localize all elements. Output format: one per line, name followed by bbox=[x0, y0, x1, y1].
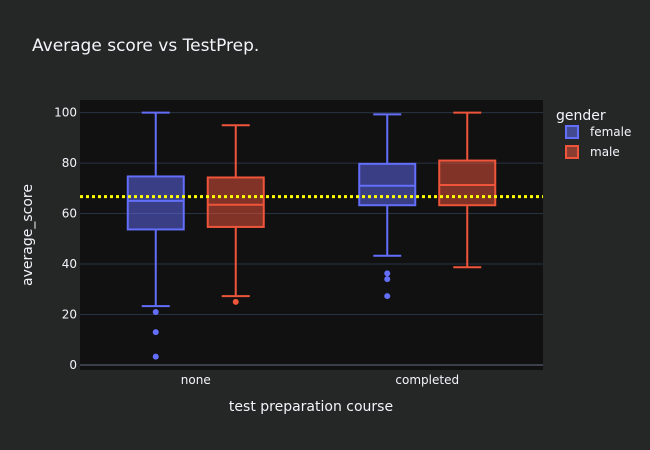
legend[interactable]: gender female male bbox=[556, 108, 631, 159]
iqr-box bbox=[206, 176, 265, 228]
y-tick-label: 100 bbox=[54, 106, 77, 120]
y-tick-label: 20 bbox=[62, 307, 77, 321]
y-tick-label: 40 bbox=[62, 257, 77, 271]
outlier-point bbox=[152, 308, 159, 315]
legend-swatch bbox=[565, 125, 579, 139]
outlier-point bbox=[232, 298, 239, 305]
box-female-none[interactable] bbox=[126, 111, 185, 360]
y-tick-label: 80 bbox=[62, 156, 77, 170]
y-axis-ticks: 0 20 40 60 80 100 bbox=[54, 106, 77, 372]
legend-swatch bbox=[565, 145, 579, 159]
legend-label: male bbox=[590, 145, 620, 159]
outlier-point bbox=[384, 276, 391, 283]
box-female-completed[interactable] bbox=[358, 113, 417, 300]
boxes bbox=[126, 111, 497, 360]
y-axis-title: average_score bbox=[20, 184, 36, 286]
legend-item-female[interactable]: female bbox=[565, 125, 631, 139]
iqr-box bbox=[126, 175, 185, 231]
iqr-box bbox=[358, 162, 417, 207]
legend-item-male[interactable]: male bbox=[565, 145, 620, 159]
x-axis-title: test preparation course bbox=[229, 399, 393, 415]
legend-label: female bbox=[590, 125, 631, 139]
x-axis-ticks: none completed bbox=[181, 373, 459, 387]
x-tick-label: none bbox=[181, 373, 211, 387]
outlier-point bbox=[152, 329, 159, 336]
plot-area bbox=[80, 100, 543, 370]
outlier-point bbox=[152, 353, 159, 360]
outlier-point bbox=[384, 293, 391, 300]
y-tick-label: 0 bbox=[69, 358, 77, 372]
y-tick-label: 60 bbox=[62, 207, 77, 221]
outlier-point bbox=[384, 270, 391, 277]
chart-title: Average score vs TestPrep. bbox=[32, 36, 259, 56]
box-male-none[interactable] bbox=[206, 124, 265, 305]
x-tick-label: completed bbox=[395, 373, 459, 387]
iqr-box bbox=[438, 159, 497, 207]
legend-title: gender bbox=[556, 108, 606, 124]
